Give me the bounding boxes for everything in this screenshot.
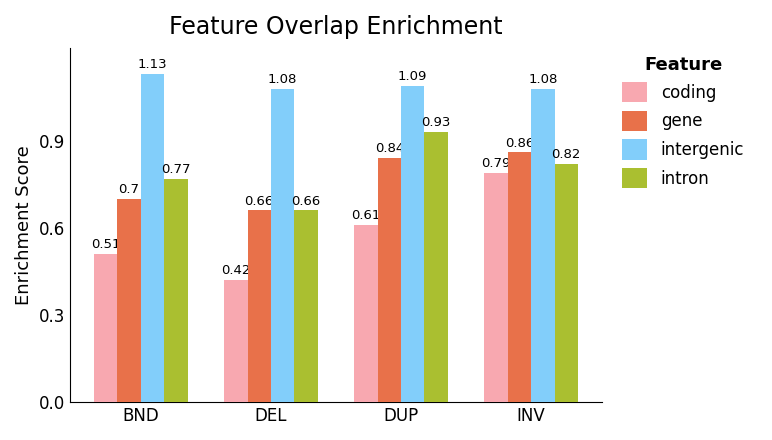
- Bar: [354, 225, 378, 402]
- Bar: [224, 280, 248, 402]
- Text: 0.66: 0.66: [245, 194, 274, 208]
- Bar: [484, 173, 508, 402]
- Text: 0.84: 0.84: [374, 142, 404, 155]
- Text: 1.09: 1.09: [398, 70, 428, 83]
- Text: 0.82: 0.82: [551, 148, 581, 161]
- Text: 0.51: 0.51: [91, 238, 120, 251]
- Bar: [425, 132, 448, 402]
- Text: 0.7: 0.7: [119, 183, 140, 196]
- Text: 1.08: 1.08: [528, 73, 557, 86]
- Text: 0.86: 0.86: [505, 136, 534, 150]
- Bar: [94, 254, 117, 402]
- Bar: [141, 74, 164, 402]
- Text: 1.13: 1.13: [137, 58, 168, 71]
- Title: Feature Overlap Enrichment: Feature Overlap Enrichment: [169, 15, 503, 39]
- Bar: [294, 210, 318, 402]
- Text: 0.42: 0.42: [221, 264, 250, 277]
- Bar: [508, 152, 531, 402]
- Text: 0.93: 0.93: [422, 116, 451, 129]
- Bar: [248, 210, 271, 402]
- Bar: [401, 86, 425, 402]
- Bar: [164, 179, 188, 402]
- Bar: [378, 158, 401, 402]
- Text: 0.77: 0.77: [161, 163, 191, 176]
- Y-axis label: Enrichment Score: Enrichment Score: [15, 145, 33, 305]
- Bar: [554, 164, 578, 402]
- Legend: coding, gene, intergenic, intron: coding, gene, intergenic, intron: [616, 49, 751, 195]
- Bar: [531, 88, 554, 402]
- Bar: [117, 199, 141, 402]
- Text: 0.79: 0.79: [481, 157, 511, 170]
- Text: 0.66: 0.66: [291, 194, 320, 208]
- Bar: [271, 88, 294, 402]
- Text: 0.61: 0.61: [351, 209, 381, 222]
- Text: 1.08: 1.08: [268, 73, 297, 86]
